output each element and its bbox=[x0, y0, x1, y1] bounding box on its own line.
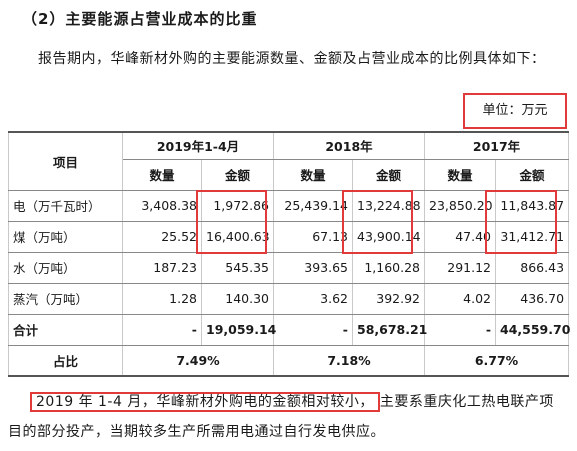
cell-value: 31,412.71 bbox=[495, 220, 570, 253]
header-quantity: 数量 bbox=[122, 158, 202, 191]
cell-value: 4.02 bbox=[424, 282, 497, 315]
cell-value: 44,559.70 bbox=[495, 313, 570, 346]
cell-value: 187.23 bbox=[122, 251, 202, 284]
cell-value: 140.30 bbox=[201, 282, 274, 315]
cell-value: 25,439.14 bbox=[273, 189, 353, 222]
cell-value: 67.13 bbox=[273, 220, 353, 253]
cell-value: 392.92 bbox=[351, 282, 426, 315]
table-row-water: 水（万吨） 187.23 545.35 393.65 1,160.28 291.… bbox=[8, 251, 570, 284]
cell-value: 13,224.88 bbox=[351, 189, 426, 222]
row-label: 蒸汽（万吨） bbox=[8, 282, 123, 315]
cell-value: 47.40 bbox=[424, 220, 497, 253]
ratio-value: 7.49% bbox=[122, 344, 274, 377]
header-quantity: 数量 bbox=[424, 158, 497, 191]
row-label: 电（万千瓦时） bbox=[8, 189, 123, 222]
cell-value: 545.35 bbox=[201, 251, 274, 284]
cell-value: 436.70 bbox=[495, 282, 570, 315]
table-row-electricity: 电（万千瓦时） 3,408.38 1,972.86 25,439.14 13,2… bbox=[8, 189, 570, 222]
intro-paragraph: 报告期内，华峰新材外购的主要能源数量、金额及占营业成本的比例具体如下： bbox=[38, 51, 546, 67]
header-year-2019: 2019年1-4月 bbox=[122, 131, 274, 160]
header-amount: 金额 bbox=[201, 158, 274, 191]
header-amount: 金额 bbox=[351, 158, 426, 191]
cell-value: 1,160.28 bbox=[351, 251, 426, 284]
cell-value: 393.65 bbox=[273, 251, 353, 284]
cell-value: 866.43 bbox=[495, 251, 570, 284]
cell-value: 58,678.21 bbox=[351, 313, 427, 346]
ratio-value: 7.18% bbox=[272, 344, 426, 377]
header-quantity: 数量 bbox=[273, 158, 353, 191]
cell-value: - bbox=[424, 313, 497, 346]
cell-value: 11,843.87 bbox=[495, 189, 570, 222]
header-amount: 金额 bbox=[495, 158, 570, 191]
header-item: 项目 bbox=[8, 131, 123, 191]
cell-value: 19,059.14 bbox=[201, 313, 276, 346]
table-row-ratio: 占比 7.49% 7.18% 6.77% bbox=[8, 344, 570, 377]
cell-value: 23,850.20 bbox=[424, 189, 497, 222]
table-row-total: 合计 - 19,059.14 - 58,678.21 - 44,559.70 bbox=[8, 313, 570, 346]
cell-value: 3,408.38 bbox=[122, 189, 202, 222]
cell-value: 1.28 bbox=[122, 282, 202, 315]
cell-value: 291.12 bbox=[424, 251, 497, 284]
section-heading: （2）主要能源占营业成本的比重 bbox=[22, 10, 258, 28]
row-label: 合计 bbox=[8, 313, 123, 346]
conclusion-paragraph: 2019 年 1-4 月，华峰新材外购电的金额相对较小， 主要系重庆化工热电联产项… bbox=[8, 387, 568, 447]
cell-value: - bbox=[273, 313, 353, 346]
header-year-2017: 2017年 bbox=[424, 131, 570, 160]
cell-value: 1,972.86 bbox=[201, 189, 274, 222]
cell-value: 3.62 bbox=[273, 282, 353, 315]
conclusion-rest: 主要系重庆化工热电联产项目的部分投产，当期较多生产所需用电通过自行发电供应。 bbox=[8, 394, 554, 440]
cell-value: 43,900.14 bbox=[351, 220, 426, 253]
energy-table: 项目 2019年1-4月 2018年 2017年 数量 金额 数量 金额 数量 … bbox=[8, 131, 570, 377]
table-row-steam: 蒸汽（万吨） 1.28 140.30 3.62 392.92 4.02 436.… bbox=[8, 282, 570, 315]
cell-value: 16,400.63 bbox=[201, 220, 274, 253]
unit-label: 单位：万元 bbox=[463, 93, 567, 129]
row-label: 煤（万吨） bbox=[8, 220, 123, 253]
row-label: 占比 bbox=[8, 344, 123, 377]
highlighted-sentence: 2019 年 1-4 月，华峰新材外购电的金额相对较小， bbox=[30, 392, 380, 412]
cell-value: 25.52 bbox=[122, 220, 202, 253]
table-row-coal: 煤（万吨） 25.52 16,400.63 67.13 43,900.14 47… bbox=[8, 220, 570, 253]
cell-value: - bbox=[122, 313, 202, 346]
row-label: 水（万吨） bbox=[8, 251, 123, 284]
ratio-value: 6.77% bbox=[424, 344, 570, 377]
header-year-2018: 2018年 bbox=[272, 131, 426, 160]
